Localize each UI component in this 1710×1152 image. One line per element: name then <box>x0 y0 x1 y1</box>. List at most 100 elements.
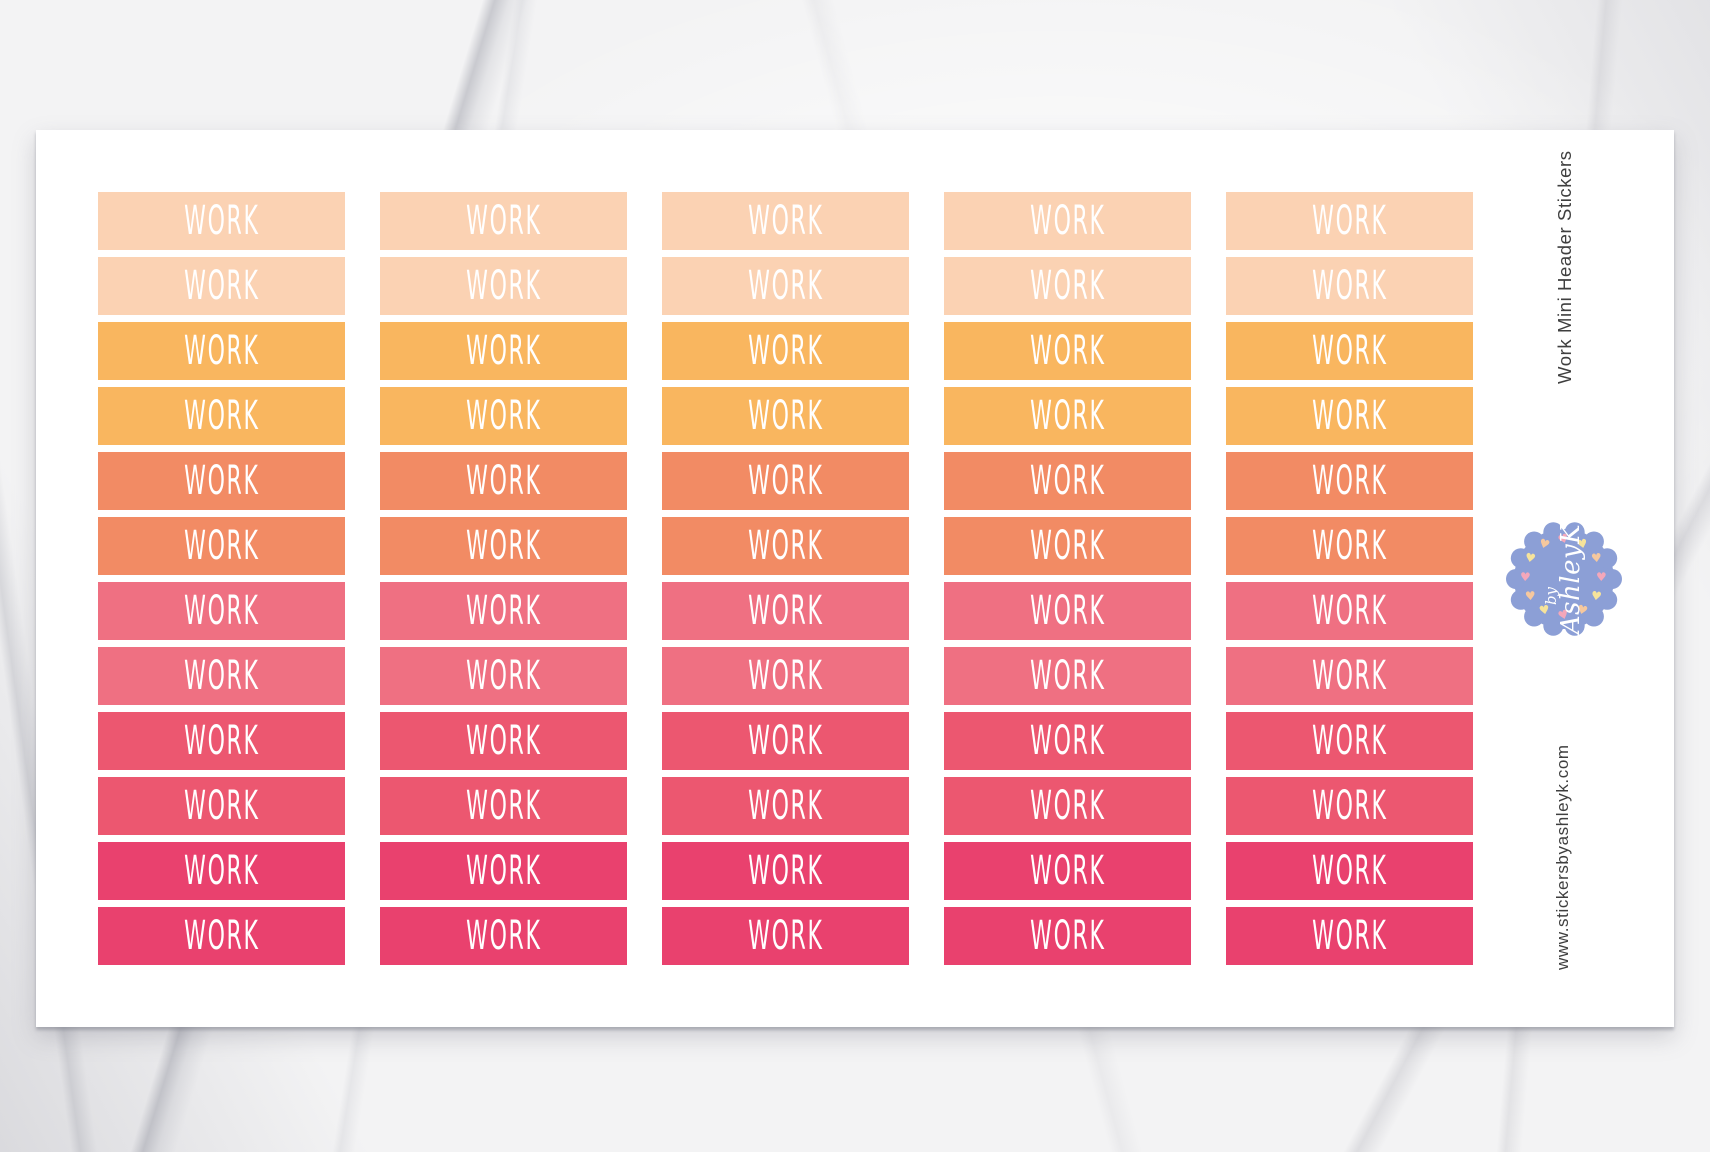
sticker-label: WORK <box>748 458 825 504</box>
work-sticker: WORK <box>944 712 1191 770</box>
sheet-title-vertical: Work Mini Header Stickers <box>1554 150 1575 384</box>
work-sticker: WORK <box>380 257 627 315</box>
work-sticker: WORK <box>380 452 627 510</box>
work-sticker: WORK <box>98 387 345 445</box>
sticker-label: WORK <box>748 393 825 439</box>
work-sticker: WORK <box>662 647 909 705</box>
sticker-label: WORK <box>184 588 261 634</box>
sticker-label: WORK <box>1030 783 1107 829</box>
sticker-label: WORK <box>1312 198 1389 244</box>
work-sticker: WORK <box>1226 517 1473 575</box>
work-sticker: WORK <box>944 517 1191 575</box>
sticker-label: WORK <box>184 458 261 504</box>
sticker-label: WORK <box>466 718 543 764</box>
sticker-label: WORK <box>748 848 825 894</box>
work-sticker: WORK <box>1226 322 1473 380</box>
sticker-label: WORK <box>1312 523 1389 569</box>
sticker-sheet: WORK WORK WORK WORK WORK WORK WORK WORK WORK WORK… <box>36 130 1674 1027</box>
sticker-label: WORK <box>466 848 543 894</box>
website-url-vertical: www.stickersbyashleyk.com <box>1553 744 1572 970</box>
work-sticker: WORK <box>98 452 345 510</box>
sticker-label: WORK <box>184 198 261 244</box>
work-sticker: WORK <box>662 257 909 315</box>
work-sticker: WORK <box>380 582 627 640</box>
work-sticker: WORK <box>944 192 1191 250</box>
work-sticker: WORK <box>662 452 909 510</box>
sticker-label: WORK <box>1312 913 1389 959</box>
sticker-label: WORK <box>466 783 543 829</box>
sticker-label: WORK <box>466 653 543 699</box>
work-sticker: WORK <box>944 582 1191 640</box>
sticker-label: WORK <box>466 198 543 244</box>
work-sticker: WORK <box>98 777 345 835</box>
work-sticker: WORK <box>380 842 627 900</box>
work-sticker: WORK <box>944 452 1191 510</box>
work-sticker: WORK <box>380 647 627 705</box>
work-sticker: WORK <box>98 257 345 315</box>
sticker-label: WORK <box>748 198 825 244</box>
work-sticker: WORK <box>944 257 1191 315</box>
work-sticker: WORK <box>1226 192 1473 250</box>
work-sticker: WORK <box>380 777 627 835</box>
work-sticker: WORK <box>1226 907 1473 965</box>
sticker-label: WORK <box>184 783 261 829</box>
sticker-label: WORK <box>184 913 261 959</box>
sticker-label: WORK <box>184 328 261 374</box>
sticker-label: WORK <box>1030 198 1107 244</box>
sticker-label: WORK <box>1312 263 1389 309</box>
work-sticker: WORK <box>380 192 627 250</box>
sticker-label: WORK <box>466 263 543 309</box>
sticker-label: WORK <box>1030 848 1107 894</box>
work-sticker: WORK <box>98 712 345 770</box>
sticker-label: WORK <box>1030 393 1107 439</box>
work-sticker: WORK <box>944 907 1191 965</box>
sticker-label: WORK <box>184 653 261 699</box>
sticker-label: WORK <box>1312 783 1389 829</box>
sticker-label: WORK <box>748 588 825 634</box>
work-sticker: WORK <box>662 192 909 250</box>
sticker-label: WORK <box>1312 458 1389 504</box>
sticker-label: WORK <box>1312 393 1389 439</box>
sticker-label: WORK <box>1312 653 1389 699</box>
sticker-label: WORK <box>466 328 543 374</box>
work-sticker: WORK <box>1226 452 1473 510</box>
sticker-label: WORK <box>466 913 543 959</box>
sticker-label: WORK <box>748 718 825 764</box>
work-sticker: WORK <box>98 517 345 575</box>
sticker-label: WORK <box>1030 458 1107 504</box>
sticker-label: WORK <box>184 718 261 764</box>
work-sticker: WORK <box>1226 387 1473 445</box>
sticker-label: WORK <box>184 263 261 309</box>
work-sticker: WORK <box>380 907 627 965</box>
sticker-label: WORK <box>184 848 261 894</box>
sticker-label: WORK <box>466 523 543 569</box>
work-sticker: WORK <box>380 517 627 575</box>
work-sticker: WORK <box>662 907 909 965</box>
sticker-label: WORK <box>1030 263 1107 309</box>
work-sticker: WORK <box>1226 257 1473 315</box>
work-sticker: WORK <box>944 322 1191 380</box>
work-sticker: WORK <box>98 192 345 250</box>
sticker-label: WORK <box>184 523 261 569</box>
brand-badge: ♥ ♥ ♥ ♥ ♥ ♥ ♥ ♥ ♥ ♥ ♥ ♥ by AshleyK <box>1506 521 1622 637</box>
work-sticker: WORK <box>662 712 909 770</box>
sticker-label: WORK <box>748 783 825 829</box>
work-sticker: WORK <box>662 387 909 445</box>
work-sticker: WORK <box>98 842 345 900</box>
work-sticker: WORK <box>662 517 909 575</box>
sticker-label: WORK <box>1030 523 1107 569</box>
work-sticker: WORK <box>98 582 345 640</box>
work-sticker: WORK <box>662 777 909 835</box>
sticker-label: WORK <box>1030 653 1107 699</box>
sticker-label: WORK <box>748 523 825 569</box>
sticker-label: WORK <box>748 263 825 309</box>
sticker-label: WORK <box>1312 718 1389 764</box>
work-sticker: WORK <box>1226 647 1473 705</box>
sticker-label: WORK <box>1312 588 1389 634</box>
work-sticker: WORK <box>662 842 909 900</box>
work-sticker: WORK <box>944 647 1191 705</box>
work-sticker: WORK <box>662 582 909 640</box>
work-sticker: WORK <box>98 322 345 380</box>
work-sticker: WORK <box>380 322 627 380</box>
